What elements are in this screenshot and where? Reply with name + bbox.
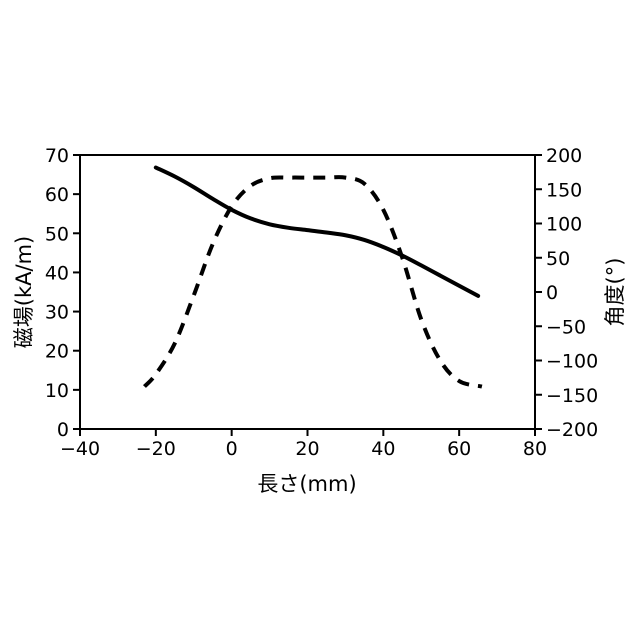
- left-y-axis: 0 10 20 30 40 50 60 70: [45, 145, 80, 441]
- left-y-tick-label: 70: [45, 145, 69, 167]
- right-y-tick-label: 200: [546, 145, 582, 167]
- x-tick-label: −20: [136, 438, 176, 460]
- x-tick-label: 80: [523, 438, 547, 460]
- left-y-axis-title: 磁場(kA/m): [12, 236, 36, 348]
- x-tick-label: −40: [60, 438, 100, 460]
- right-y-axis-title: 角度(°): [603, 258, 627, 327]
- left-y-tick-label: 40: [45, 262, 69, 284]
- right-y-tick-label: 150: [546, 179, 582, 201]
- right-y-tick-label: −200: [546, 419, 598, 441]
- x-axis: −40 −20 0 20 40 60 80: [60, 429, 547, 460]
- left-y-tick-label: 30: [45, 302, 69, 324]
- angle-dashed-line: [144, 177, 481, 386]
- series-layer: [144, 168, 481, 387]
- x-axis-title: 長さ(mm): [257, 472, 356, 496]
- x-tick-label: 40: [371, 438, 395, 460]
- right-y-tick-label: −100: [546, 351, 598, 373]
- right-y-tick-label: −50: [546, 316, 586, 338]
- magnetic-field-solid-line: [156, 168, 478, 296]
- left-y-tick-label: 10: [45, 380, 69, 402]
- x-tick-label: 60: [447, 438, 471, 460]
- x-tick-label: 0: [226, 438, 238, 460]
- right-y-tick-label: −150: [546, 385, 598, 407]
- right-y-tick-label: 0: [546, 282, 558, 304]
- right-y-tick-label: 50: [546, 248, 570, 270]
- left-y-tick-label: 0: [57, 419, 69, 441]
- left-y-tick-label: 50: [45, 223, 69, 245]
- right-y-axis: −200 −150 −100 −50 0 50 100 150 200: [535, 145, 598, 441]
- x-tick-label: 20: [295, 438, 319, 460]
- right-y-tick-label: 100: [546, 214, 582, 236]
- left-y-tick-label: 20: [45, 341, 69, 363]
- left-y-tick-label: 60: [45, 184, 69, 206]
